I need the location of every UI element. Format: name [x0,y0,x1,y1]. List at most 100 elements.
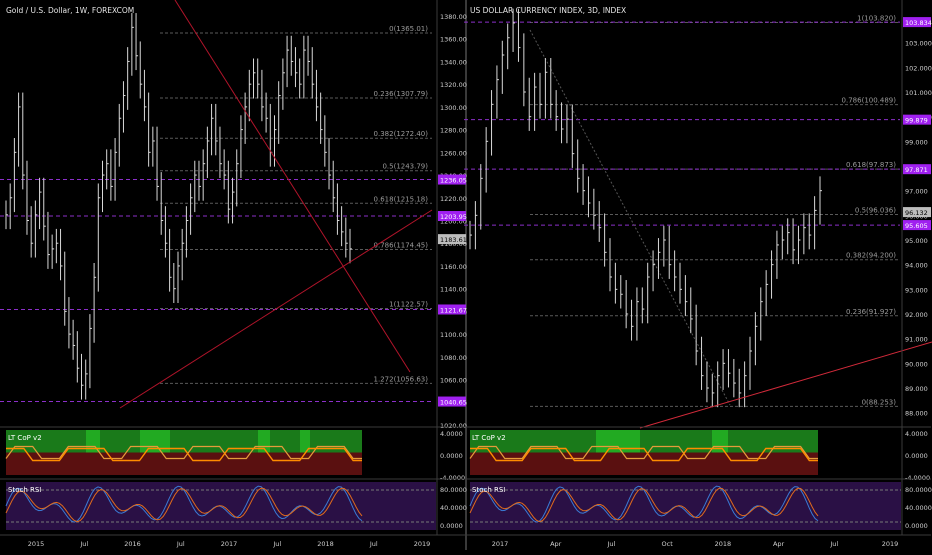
cop-tick-label: 4.0000 [440,430,463,438]
y-tick-label: 1360.00 [440,36,467,44]
fib-level-label: 0.236(1307.79) [374,90,429,98]
x-tick-label: Jul [272,540,281,548]
level-price-label: 1121.67 [440,306,467,314]
y-tick-label: 1260.00 [440,149,467,157]
y-tick-label: 97.000 [905,188,928,196]
y-tick-label: 1160.00 [440,263,467,271]
x-tick-label: Apr [550,540,562,548]
level-price-label: 95.605 [905,222,928,230]
chart-title: US DOLLAR CURRENCY INDEX, 3D, INDEX [470,6,626,15]
cop-bg-lower [6,452,362,475]
x-tick-label: 2017 [492,540,509,548]
rsi-tick-label: 40.0000 [440,504,467,512]
trend-line [119,209,433,409]
level-price-tag [903,114,931,125]
level-price-tag [438,174,466,185]
level-price-label: 1040.65 [440,399,467,407]
y-tick-label: 102.000 [905,64,932,72]
level-price-tag [903,17,931,28]
cop-line-fast [469,445,818,460]
cop-tick-label: -4.0000 [440,474,465,482]
trend-line [639,341,932,429]
last-price-tag [903,207,931,218]
fib-level-label: 0.786(100.489) [842,97,897,105]
y-tick-label: 1380.00 [440,13,467,21]
y-tick-label: 103.000 [905,40,932,48]
cop-line-slow [470,447,818,462]
level-price-tag [438,211,466,222]
level-price-label: 1236.05 [440,177,467,185]
y-tick-label: 1220.00 [440,195,467,203]
rsi-label: Stoch RSI [8,486,41,494]
y-tick-label: 93.000 [905,286,928,294]
x-tick-label: Oct [662,540,674,548]
y-tick-label: 1280.00 [440,127,467,135]
cop-signal-block [300,430,310,453]
fib-level-label: 0.618(97.873) [846,161,896,169]
x-tick-label: 2017 [221,540,238,548]
level-price-label: 99.879 [905,117,928,125]
y-tick-label: 99.000 [905,138,928,146]
y-tick-label: 1200.00 [440,218,467,226]
y-tick-label: 1140.00 [440,286,467,294]
level-price-tag [438,304,466,315]
dashed-trend-line [529,29,731,406]
level-price-label: 103.834 [905,19,932,27]
y-tick-label: 88.000 [905,410,928,418]
y-tick-label: 94.000 [905,262,928,270]
rsi-tick-label: 0.0000 [440,522,463,530]
x-tick-label: 2018 [715,540,732,548]
y-tick-label: 91.000 [905,336,928,344]
x-tick-label: Jul [79,540,88,548]
y-tick-label: 92.000 [905,311,928,319]
y-tick-label: 1060.00 [440,377,467,385]
level-price-tag [438,396,466,407]
x-tick-label: Jul [369,540,378,548]
fib-level-label: 0.236(91.927) [846,308,896,316]
fib-level-label: 1(1122.57) [389,300,428,308]
x-tick-label: 2019 [414,540,431,548]
cop-tick-label: 4.0000 [905,430,928,438]
x-tick-label: Apr [773,540,785,548]
level-price-label: 97.871 [905,166,928,174]
x-tick-label: 2019 [882,540,899,548]
cop-label: LT CoP v2 [472,434,506,442]
x-tick-label: Jul [607,540,616,548]
last-price-label: 96.132 [905,209,928,217]
y-tick-label: 101.000 [905,89,932,97]
rsi-tick-label: 40.0000 [905,504,932,512]
cop-line-slow [6,447,362,462]
cop-line-fast [5,445,362,460]
y-tick-label: 90.000 [905,360,928,368]
y-tick-label: 1300.00 [440,104,467,112]
last-price-label: 1183.61 [440,236,467,244]
fib-level-label: 0.382(94.200) [846,252,896,260]
fib-level-label: 0(88.253) [862,398,897,406]
chart-title: Gold / U.S. Dollar, 1W, FOREXCOM [6,6,134,15]
fib-level-label: 0(1365.01) [389,25,428,33]
x-tick-label: Jul [829,540,838,548]
fib-level-label: 1(103.820) [857,14,896,22]
rsi-label: Stoch RSI [472,486,505,494]
rsi-tick-label: 0.0000 [905,522,928,530]
y-tick-label: 1340.00 [440,58,467,66]
x-tick-label: 2018 [317,540,334,548]
rsi-d-line [469,487,819,523]
x-tick-label: Jul [176,540,185,548]
rsi-background [470,482,901,530]
y-tick-label: 1020.00 [440,422,467,430]
level-price-tag [903,164,931,175]
cop-tick-label: 0.0000 [905,452,928,460]
rsi-tick-label: 80.0000 [440,486,467,494]
cop-tick-label: 0.0000 [440,452,463,460]
trend-line [174,0,411,373]
y-tick-label: 1180.00 [440,240,467,248]
cop-tick-label: -4.0000 [905,474,930,482]
y-tick-label: 1080.00 [440,354,467,362]
fib-level-label: 0.5(96.036) [855,206,896,214]
level-price-tag [903,220,931,231]
fib-level-label: 1.272(1056.63) [374,375,429,383]
y-tick-label: 95.000 [905,237,928,245]
